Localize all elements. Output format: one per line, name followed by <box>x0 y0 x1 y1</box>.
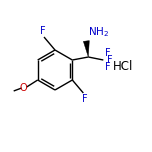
Text: F: F <box>105 48 111 58</box>
Text: F: F <box>105 62 111 72</box>
Text: F: F <box>40 26 46 36</box>
Text: F: F <box>81 95 87 105</box>
Text: O: O <box>20 83 28 93</box>
Text: HCl: HCl <box>113 59 133 73</box>
Polygon shape <box>83 41 89 57</box>
Text: NH$_2$: NH$_2$ <box>88 25 109 39</box>
Text: F: F <box>107 55 113 65</box>
